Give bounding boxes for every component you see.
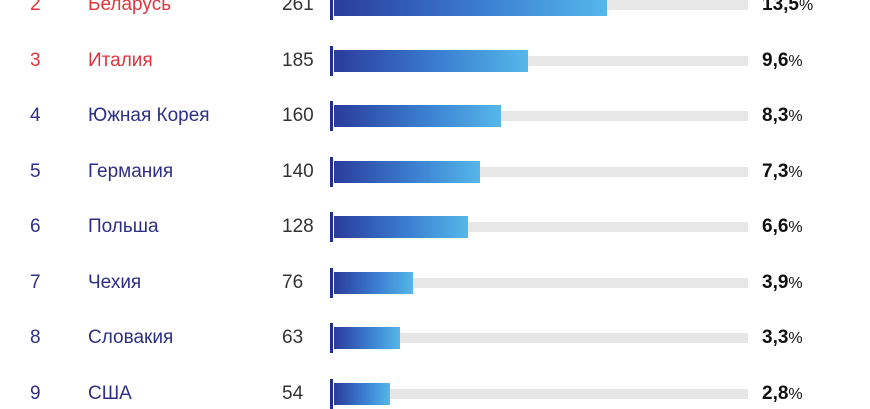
country-label: Италия xyxy=(88,49,153,71)
bar xyxy=(334,271,413,294)
bar-axis-segment xyxy=(330,267,333,298)
bar xyxy=(334,216,468,238)
bar xyxy=(334,327,400,349)
bar-axis-segment xyxy=(330,323,333,353)
bar xyxy=(334,105,501,127)
country-label: Польша xyxy=(88,216,159,237)
percent-sign: % xyxy=(788,219,803,236)
value-label: 160 xyxy=(282,105,314,126)
country-label: Германия xyxy=(88,160,174,182)
percent-sign: % xyxy=(798,0,814,14)
bar-axis-segment xyxy=(330,378,333,409)
share-label: 2,8% xyxy=(762,383,803,406)
share-label: 3,3% xyxy=(762,327,803,350)
value-label: 76 xyxy=(282,271,304,293)
value-label: 185 xyxy=(282,49,314,71)
bar-axis-segment xyxy=(330,0,333,20)
share-number: 6,6 xyxy=(762,216,789,237)
share-label: 9,6% xyxy=(762,50,803,73)
bar-axis-segment xyxy=(330,45,333,76)
share-label: 3,9% xyxy=(762,272,803,295)
bar-axis-segment xyxy=(330,101,333,131)
rank-number: 6 xyxy=(30,216,41,237)
percent-sign: % xyxy=(788,163,803,181)
percent-sign: % xyxy=(788,385,803,403)
rank-number: 2 xyxy=(30,0,41,15)
bar xyxy=(334,0,607,16)
bar xyxy=(334,160,480,183)
value-label: 63 xyxy=(282,327,304,348)
country-label: Южная Корея xyxy=(88,105,210,126)
rank-number: 5 xyxy=(30,160,41,182)
bar-axis-segment xyxy=(330,156,333,187)
share-number: 13,5 xyxy=(762,0,799,15)
share-number: 3,3 xyxy=(762,327,789,348)
share-label: 6,6% xyxy=(762,216,803,239)
percent-sign: % xyxy=(788,108,803,125)
bar-track xyxy=(334,222,748,232)
bar-axis-segment xyxy=(330,212,333,242)
bar-track xyxy=(334,111,748,121)
bar-track xyxy=(334,55,748,66)
percent-sign: % xyxy=(788,52,803,70)
country-label: Чехия xyxy=(88,271,142,293)
rank-number: 7 xyxy=(30,271,41,293)
bar xyxy=(334,382,390,405)
share-number: 2,8 xyxy=(762,382,789,404)
value-label: 140 xyxy=(282,160,314,182)
bar-track xyxy=(334,333,748,343)
share-number: 8,3 xyxy=(762,105,789,126)
share-label: 7,3% xyxy=(762,161,803,184)
value-label: 128 xyxy=(282,216,314,237)
share-number: 3,9 xyxy=(762,271,789,293)
share-label: 8,3% xyxy=(762,105,803,128)
ranking-bar-chart: 2 Беларусь 261 13,5% 3 Италия 185 9,6% 4 Южная Ко… xyxy=(30,0,813,409)
country-label: Словакия xyxy=(88,327,174,348)
value-label: 261 xyxy=(282,0,314,15)
share-number: 9,6 xyxy=(762,49,789,71)
share-label: 13,5% xyxy=(762,0,813,17)
bar-track xyxy=(334,388,748,399)
bar-track xyxy=(334,166,748,177)
rank-number: 9 xyxy=(30,382,41,404)
percent-sign: % xyxy=(788,330,803,347)
bar-track xyxy=(334,277,748,288)
bar xyxy=(334,49,528,72)
rank-number: 8 xyxy=(30,327,41,348)
country-label: США xyxy=(88,382,132,404)
share-number: 7,3 xyxy=(762,160,789,182)
country-label: Беларусь xyxy=(88,0,172,15)
value-label: 54 xyxy=(282,382,304,404)
rank-number: 4 xyxy=(30,105,41,126)
percent-sign: % xyxy=(788,274,803,292)
rank-number: 3 xyxy=(30,49,41,71)
